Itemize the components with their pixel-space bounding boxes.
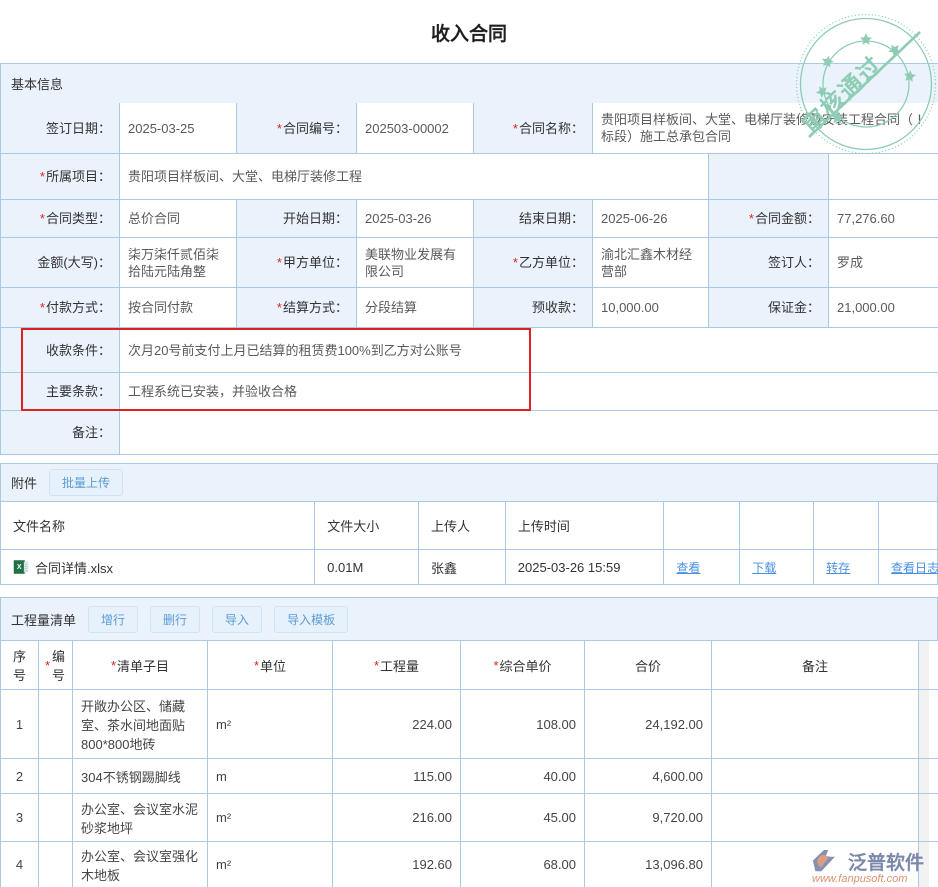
svg-text:泛普软件: 泛普软件 — [848, 851, 924, 874]
svg-text:X: X — [17, 564, 22, 571]
svg-text:www.fanpusoft.com: www.fanpusoft.com — [812, 873, 907, 885]
